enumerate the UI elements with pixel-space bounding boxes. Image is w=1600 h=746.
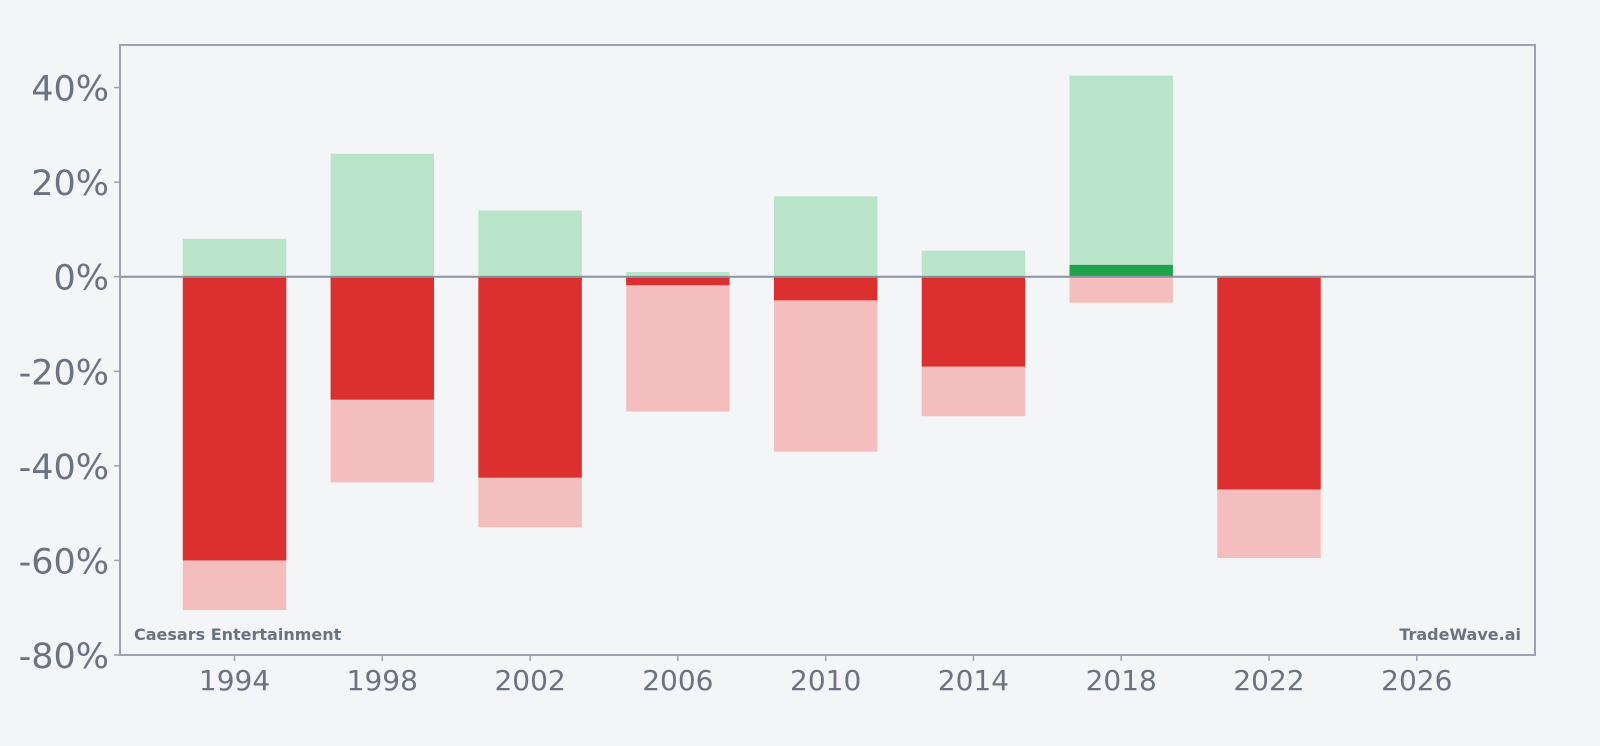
bars-layer [182, 75, 1321, 611]
bar-high-2002 [478, 210, 582, 277]
bar-high-2018 [1069, 75, 1173, 277]
x-tick-label: 2002 [494, 664, 565, 697]
x-tick-label: 1998 [347, 664, 418, 697]
bar-close-2022 [1217, 276, 1321, 490]
y-tick-label: -80% [19, 637, 109, 677]
y-tick-label: -20% [19, 353, 109, 393]
x-tick-label: 1994 [199, 664, 270, 697]
bar-high-2006 [626, 271, 730, 277]
x-tick-label: 2026 [1381, 664, 1452, 697]
y-tick-label: 20% [31, 164, 109, 204]
bar-close-1998 [330, 276, 435, 400]
watermark-left: Caesars Entertainment [134, 625, 342, 644]
bar-high-1998 [330, 153, 435, 277]
bar-close-2014 [921, 276, 1026, 367]
watermark-right: TradeWave.ai [1399, 625, 1521, 644]
plot-frame [119, 44, 1536, 656]
x-tick-label: 2006 [642, 664, 713, 697]
x-tick-label: 2010 [790, 664, 861, 697]
x-tick-label: 2018 [1086, 664, 1157, 697]
bar-low-2010 [773, 276, 878, 452]
bar-close-1994 [182, 276, 287, 561]
y-tick-label: -60% [19, 542, 109, 582]
y-tick-label: -40% [19, 448, 109, 488]
bar-low-2006 [626, 276, 730, 412]
x-tick-label: 2022 [1233, 664, 1304, 697]
bar-low-2018 [1069, 276, 1173, 303]
bar-close-2018 [1069, 264, 1173, 277]
bar-close-2002 [478, 276, 582, 478]
y-tick-label: 40% [31, 70, 109, 110]
y-tick-label: 0% [53, 259, 109, 299]
y-axis: 40% 20% 0% -20% -40% -60% -80% [19, 70, 120, 677]
bar-high-1994 [182, 238, 287, 277]
x-axis: 1994 1998 2002 2006 2010 2014 2018 2022 2026 [199, 655, 1452, 697]
bar-close-2010 [773, 276, 878, 301]
bar-high-2014 [921, 250, 1026, 277]
bar-high-2010 [773, 196, 878, 277]
x-tick-label: 2014 [938, 664, 1009, 697]
bar-close-2006 [626, 276, 730, 286]
